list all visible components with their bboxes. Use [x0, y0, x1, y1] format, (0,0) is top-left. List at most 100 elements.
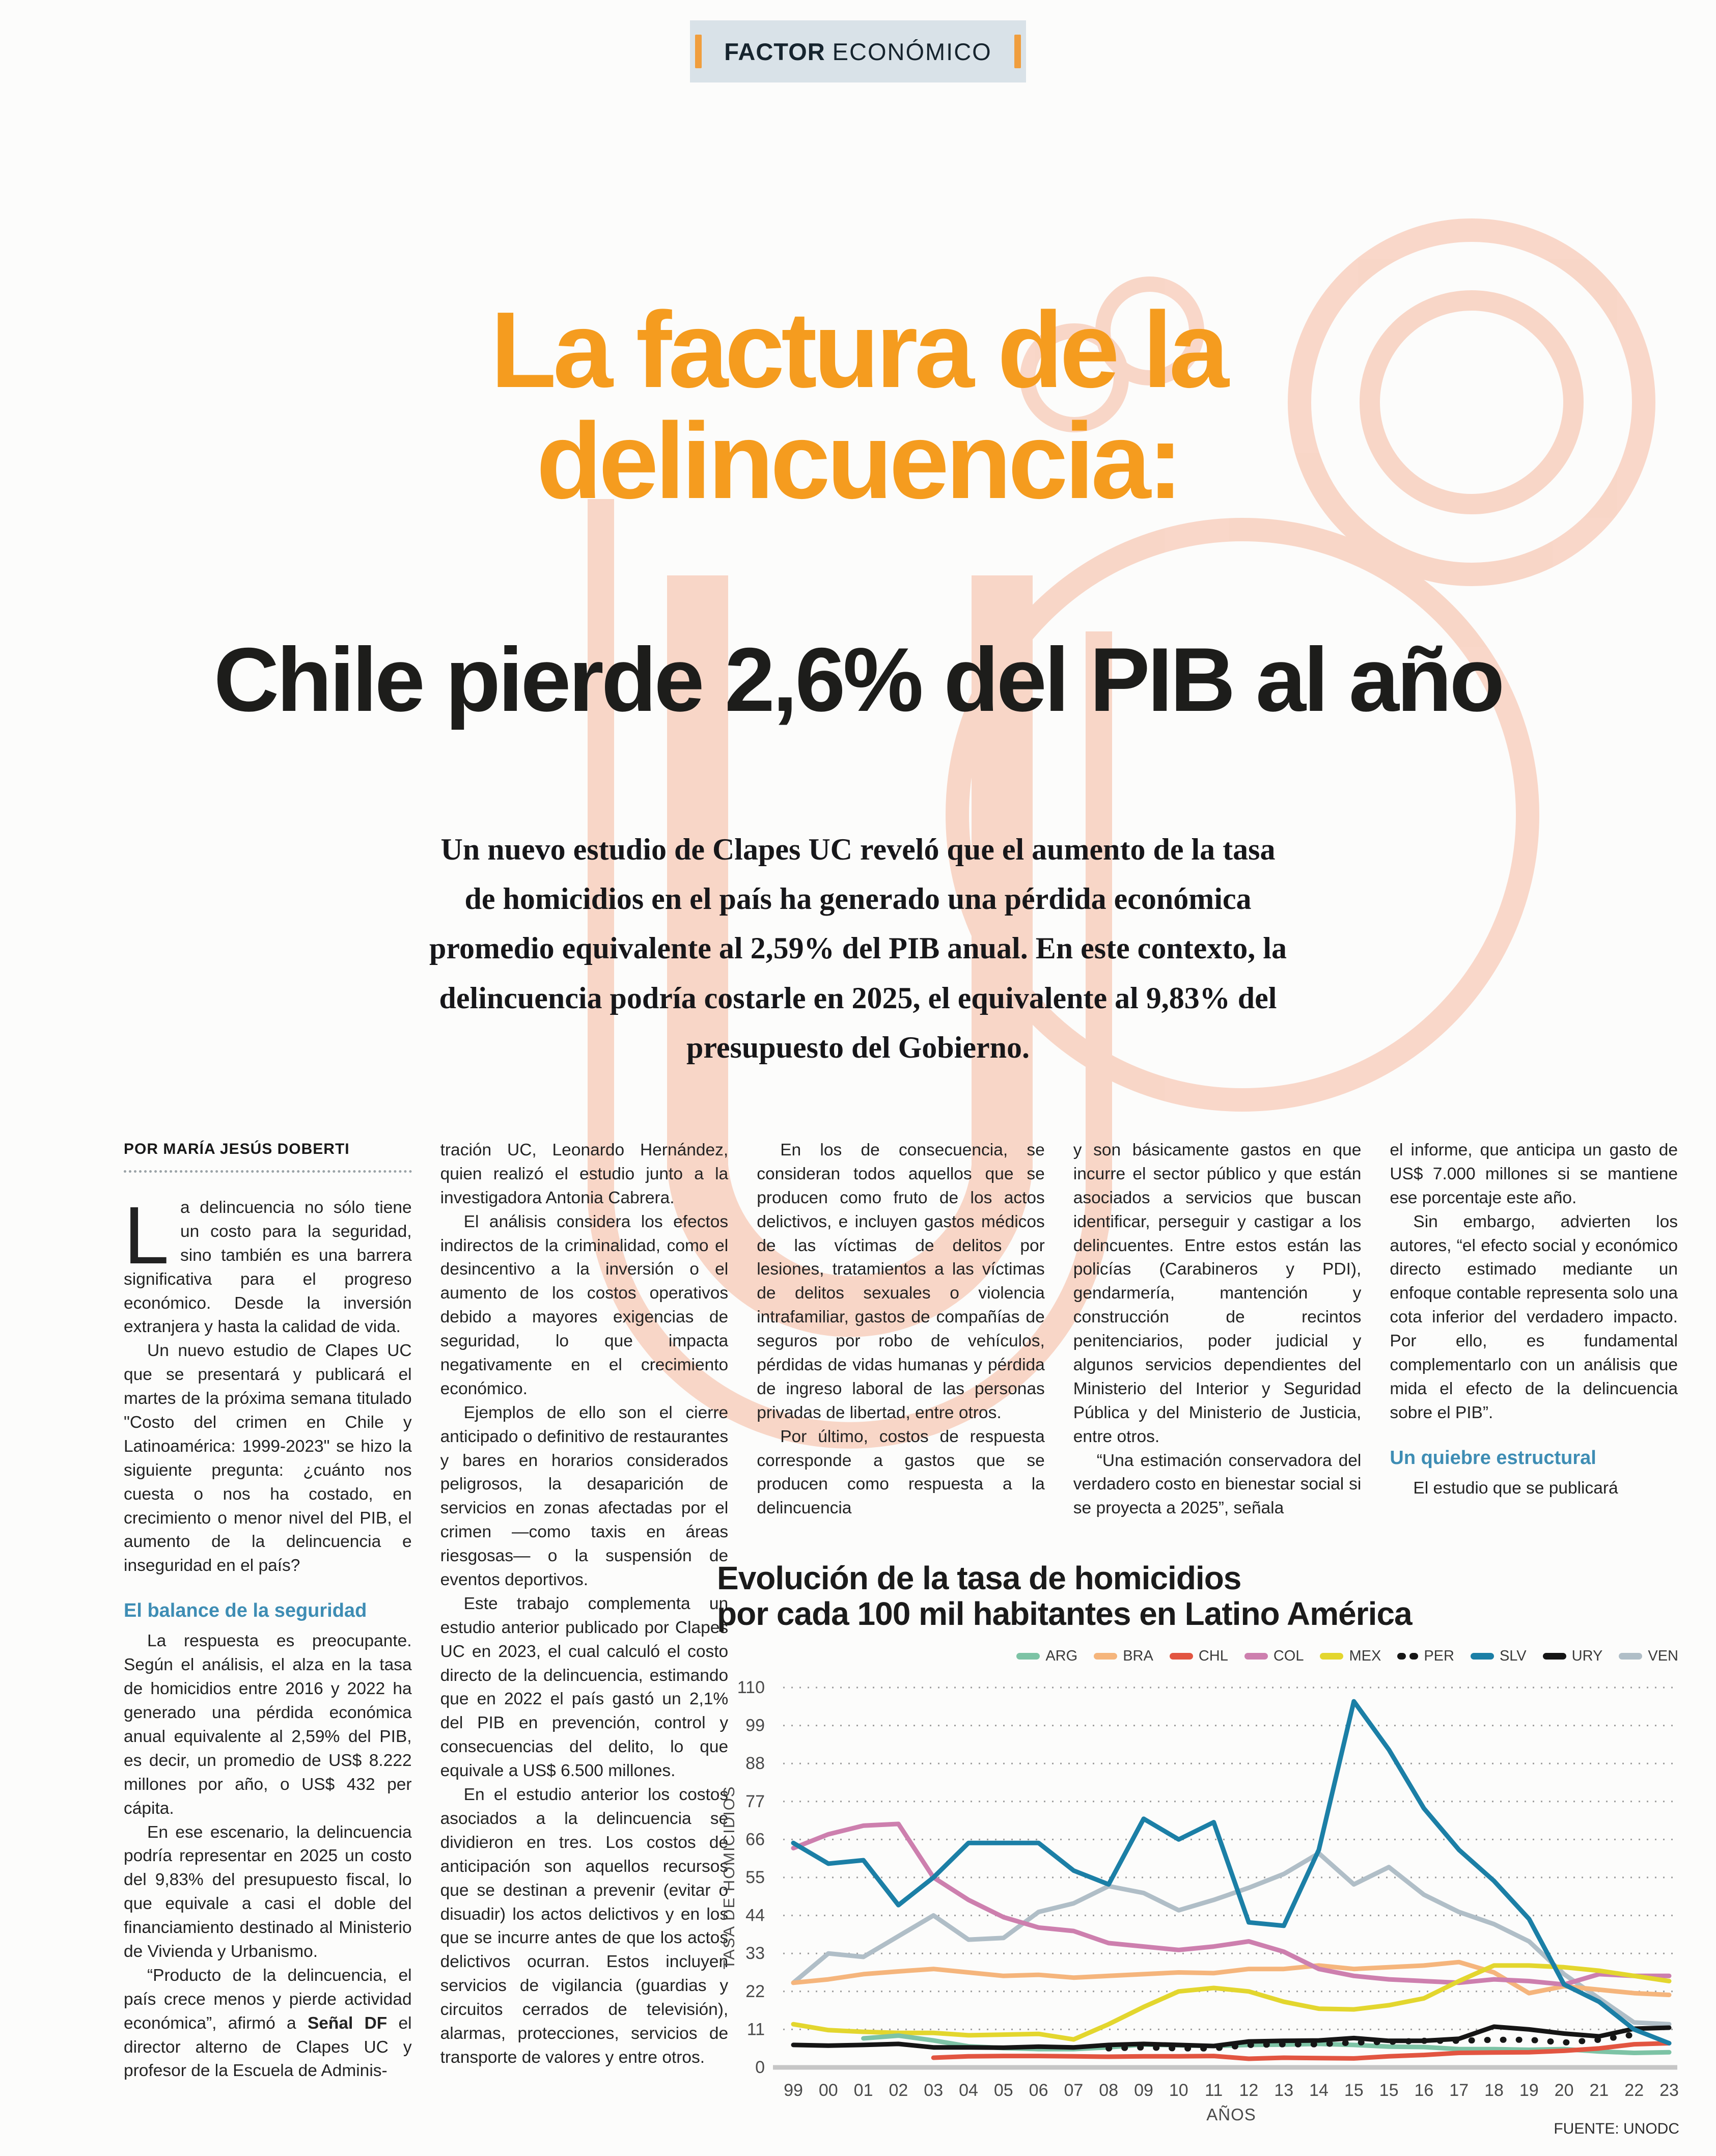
- x-tick-label: 21: [1589, 2081, 1609, 2100]
- legend-swatch-ven-icon: [1619, 1653, 1643, 1660]
- x-axis-title: AÑOS: [1206, 2105, 1256, 2124]
- y-tick-label: 0: [755, 2058, 765, 2077]
- chart-legend: ARG BRA CHL COL MEX PER SLV URY VEN: [1016, 1648, 1678, 1665]
- text-run: el informe, que anticipa un gasto de US$…: [1390, 1141, 1678, 1207]
- drop-cap: L: [124, 1190, 169, 1281]
- y-axis-title: TASA DE HOMICIDIOS: [720, 1786, 738, 1970]
- x-tick-label: 20: [1555, 2081, 1574, 2100]
- text-run: Sin embargo, advierten los autores, “el …: [1390, 1212, 1678, 1422]
- section-subhead: Un quiebre estructural: [1390, 1447, 1596, 1469]
- x-tick-label: 13: [1274, 2081, 1293, 2100]
- y-tick-label: 110: [737, 1680, 765, 1697]
- legend-swatch-slv-icon: [1470, 1653, 1494, 1660]
- text-run: Por último, costos de respuesta correspo…: [757, 1427, 1045, 1518]
- y-tick-label: 99: [745, 1716, 765, 1735]
- body-paragraph: Por último, costos de respuesta correspo…: [757, 1425, 1045, 1521]
- section-tag: FACTOR ECONÓMICO: [690, 20, 1026, 82]
- legend-item-slv: SLV: [1470, 1648, 1527, 1665]
- x-tick-label: 00: [819, 2081, 838, 2100]
- x-tick-label: 99: [784, 2081, 803, 2100]
- y-tick-label: 44: [745, 1906, 765, 1925]
- y-tick-label: 88: [745, 1754, 765, 1773]
- text-run: a delincuencia no sólo tiene un costo pa…: [124, 1198, 412, 1337]
- chart-title-line-1: Evolución de la tasa de homicidios: [717, 1560, 1241, 1596]
- body-paragraph: En los de consecuencia, se consideran to…: [757, 1139, 1045, 1425]
- text-run: El estudio que se publicará: [1413, 1478, 1618, 1498]
- legend-label: SLV: [1499, 1648, 1527, 1664]
- headline-line-1: La factura de la: [490, 289, 1229, 410]
- chart-plot: 0 11 22 33 44 55 66 77 88 99 110 99 00 01 02 03 04 05 06 07…: [720, 1680, 1679, 2124]
- x-tick-label: 19: [1519, 2081, 1539, 2100]
- series-line-chl: [931, 2041, 1672, 2061]
- y-tick-label: 77: [745, 1792, 765, 1811]
- legend-item-bra: BRA: [1094, 1648, 1153, 1665]
- legend-swatch-mex-icon: [1320, 1653, 1344, 1660]
- body-paragraph: En el estudio anterior los costos asocia…: [440, 1783, 729, 2070]
- x-tick-label: 08: [1099, 2081, 1118, 2100]
- x-tick-label: 15: [1344, 2081, 1364, 2100]
- text-run: Este trabajo complementa un estudio ante…: [440, 1594, 729, 1781]
- x-tick-label: 09: [1134, 2081, 1153, 2100]
- body-paragraph: En ese escenario, la delincuencia podría…: [124, 1821, 412, 1964]
- chart-title: Evolución de la tasa de homicidios por ca…: [717, 1560, 1680, 1632]
- x-tick-label: 16: [1414, 2081, 1433, 2100]
- text-run: el director alterno de Clapes UC y profe…: [124, 2013, 412, 2081]
- body-paragraph: y son básicamente gastos en que incurre …: [1073, 1139, 1362, 1449]
- legend-label: BRA: [1123, 1648, 1153, 1664]
- dot: [1409, 1653, 1419, 1660]
- x-tick-label: 04: [959, 2081, 978, 2100]
- legend-label: MEX: [1349, 1648, 1381, 1664]
- byline: POR MARÍA JESÚS DOBERTI: [124, 1139, 412, 1173]
- x-tick-label: 12: [1239, 2081, 1258, 2100]
- series-line-ven: [791, 1851, 1672, 2027]
- legend-label: COL: [1273, 1648, 1304, 1664]
- legend-item-ven: VEN: [1619, 1648, 1678, 1665]
- legend-item-mex: MEX: [1320, 1648, 1381, 1665]
- text-run: tración UC, Leonardo Hernández, quien re…: [440, 1141, 729, 1207]
- series-line-col: [791, 1821, 1672, 1987]
- x-tick-label: 11: [1205, 2081, 1223, 2100]
- y-tick-label: 55: [745, 1868, 765, 1887]
- text-run: En ese escenario, la delincuencia podría…: [124, 1822, 412, 1961]
- section-subhead: El balance de la seguridad: [124, 1600, 367, 1622]
- body-paragraph: Sin embargo, advierten los autores, “el …: [1390, 1210, 1678, 1425]
- tag-left-bar-icon: [695, 35, 702, 68]
- y-tick-label: 66: [745, 1830, 765, 1849]
- legend-item-col: COL: [1244, 1648, 1304, 1665]
- legend-label: PER: [1424, 1648, 1454, 1664]
- legend-item-chl: CHL: [1169, 1648, 1228, 1665]
- lead-paragraph: Un nuevo estudio de Clapes UC reveló que…: [429, 833, 1287, 1064]
- text-run: y son básicamente gastos en que incurre …: [1073, 1141, 1362, 1446]
- text-run: El análisis considera los efectos indire…: [440, 1212, 729, 1398]
- sub-headline: Chile pierde 2,6% del PIB al año: [213, 629, 1505, 730]
- body-paragraph: tración UC, Leonardo Hernández, quien re…: [440, 1139, 729, 1210]
- series-line-bra: [791, 1959, 1672, 1998]
- legend-swatch-per-icon: [1397, 1653, 1419, 1660]
- y-tick-label: 11: [747, 2020, 765, 2039]
- x-tick-label: 15: [1379, 2081, 1399, 2100]
- legend-swatch-arg-icon: [1016, 1653, 1040, 1660]
- series-line-ury: [791, 2024, 1672, 2050]
- y-tick-label: 22: [745, 1982, 765, 2001]
- tag-right-bar-icon: [1014, 35, 1021, 68]
- body-paragraph: el informe, que anticipa un gasto de US$…: [1390, 1139, 1678, 1210]
- body-paragraph: Ejemplos de ello son el cierre anticipad…: [440, 1401, 729, 1592]
- legend-swatch-ury-icon: [1542, 1653, 1566, 1660]
- legend-swatch-col-icon: [1244, 1653, 1268, 1660]
- dot: [1397, 1653, 1406, 1660]
- tag-bold-word: FACTOR: [724, 38, 825, 65]
- x-tick-label: 03: [924, 2081, 943, 2100]
- article-column: el informe, que anticipa un gasto de US$…: [1390, 1139, 1678, 2152]
- x-tick-label: 06: [1029, 2081, 1048, 2100]
- body-paragraph: Un nuevo estudio de Clapes UC que se pre…: [124, 1339, 412, 1578]
- legend-item-ury: URY: [1542, 1648, 1602, 1665]
- section-tag-label: FACTOR ECONÓMICO: [724, 38, 991, 66]
- x-tick-label: 14: [1309, 2081, 1328, 2100]
- legend-swatch-chl-icon: [1169, 1653, 1193, 1660]
- headline-line-2: delincuencia:: [536, 400, 1183, 521]
- legend-label: ARG: [1045, 1648, 1078, 1664]
